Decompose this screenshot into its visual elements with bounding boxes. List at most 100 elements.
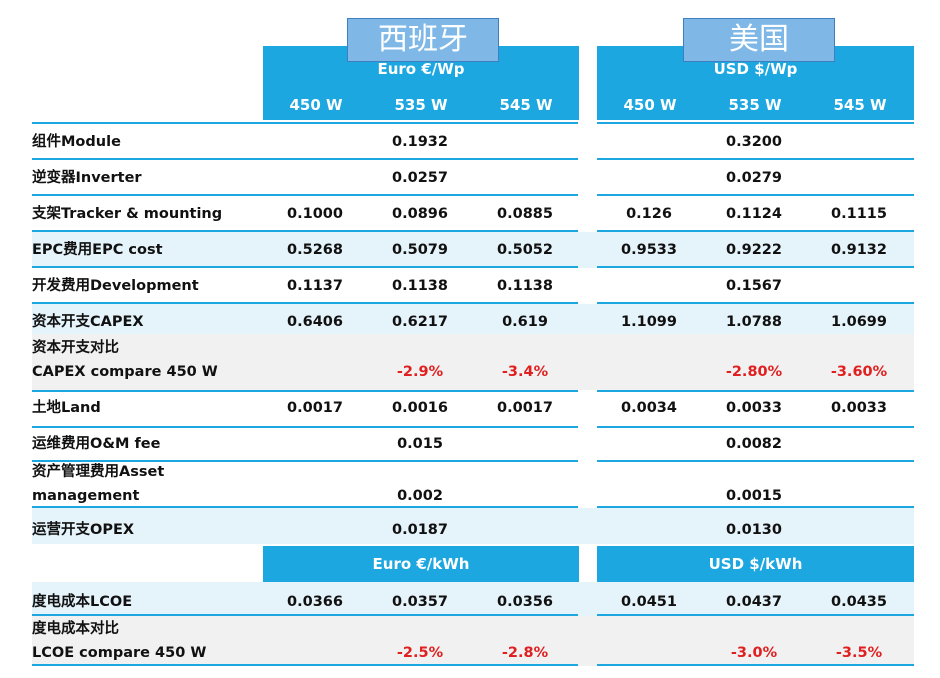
table-row-asset-management: 资产管理费用Asset management 0.002 0.0015 [32, 460, 914, 506]
spain-545-cell: 0.0885 [497, 206, 553, 222]
usa-535-cell: 0.3200 [726, 134, 782, 150]
table-row-inverter: 逆变器Inverter 0.0257 0.0279 [32, 166, 914, 190]
usa-535-cell: 1.0788 [726, 314, 782, 330]
row-band [32, 304, 914, 334]
spain-535-cell: 0.5079 [392, 242, 448, 258]
spain-unit: Euro €/Wp [377, 60, 465, 78]
row-divider [32, 614, 578, 616]
usa-header: USD $/Wp 450 W 535 W 545 W [597, 46, 914, 120]
row-divider [597, 506, 914, 508]
table-row-epc: EPC费用EPC cost 0.5268 0.5079 0.5052 0.953… [32, 238, 914, 262]
usa-535-cell: -3.0% [730, 645, 778, 661]
usa-watt-450: 450 W [623, 96, 677, 114]
spain-535-cell: 0.015 [397, 436, 443, 452]
row-divider [32, 390, 578, 392]
spain-545-cell: 0.619 [502, 314, 548, 330]
usa-535-cell: 0.0279 [726, 170, 782, 186]
row-divider [32, 506, 578, 508]
row-divider [597, 266, 914, 268]
table-row-capex: 资本开支CAPEX 0.6406 0.6217 0.619 1.1099 1.0… [32, 310, 914, 334]
row-divider [32, 460, 578, 462]
usa-545-cell: 0.9132 [831, 242, 887, 258]
row-divider [32, 122, 578, 124]
usa-watt-535: 535 W [728, 96, 782, 114]
spain-535-cell: 0.6217 [392, 314, 448, 330]
spain-535-cell: 0.0016 [392, 400, 448, 416]
spain-545-cell: -3.4% [501, 364, 549, 380]
usa-450-cell: 0.9533 [621, 242, 677, 258]
usa-watt-545: 545 W [833, 96, 887, 114]
row-divider [597, 158, 914, 160]
row-label-line1: 度电成本对比 [32, 621, 119, 637]
usa-545-cell: 1.0699 [831, 314, 887, 330]
row-label-line1: 资产管理费用Asset [32, 464, 165, 480]
table-row-opex: 运营开支OPEX 0.0187 0.0130 [32, 518, 914, 542]
table-row-lcoe-compare: 度电成本对比 LCOE compare 450 W -2.5% -2.8% -3… [32, 617, 914, 665]
usa-535-cell: 0.0437 [726, 594, 782, 610]
row-divider [32, 158, 578, 160]
usa-lcoe-unit: USD $/kWh [597, 546, 914, 582]
spain-535-cell: 0.0187 [392, 522, 448, 538]
table-row-development: 开发费用Development 0.1137 0.1138 0.1138 0.1… [32, 274, 914, 298]
row-label: 资本开支CAPEX [32, 314, 144, 330]
spain-watt-450: 450 W [289, 96, 343, 114]
usa-545-cell: -3.5% [835, 645, 883, 661]
usa-535-cell: 0.0130 [726, 522, 782, 538]
row-divider [597, 426, 914, 428]
row-divider [597, 460, 914, 462]
usa-535-cell: 0.0015 [726, 488, 782, 504]
spain-545-cell: -2.8% [501, 645, 549, 661]
table-row-land: 土地Land 0.0017 0.0016 0.0017 0.0034 0.003… [32, 396, 914, 420]
row-label-line2: LCOE compare 450 W [32, 645, 207, 661]
usa-545-cell: 0.0435 [831, 594, 887, 610]
row-divider [32, 302, 578, 304]
usa-450-cell: 0.0451 [621, 594, 677, 610]
row-divider [597, 664, 914, 666]
usa-country-label: 美国 [683, 18, 835, 62]
row-label-line1: 资本开支对比 [32, 340, 119, 356]
spain-450-cell: 0.1137 [287, 278, 343, 294]
row-label-line2: management [32, 488, 140, 504]
row-label: 运维费用O&M fee [32, 436, 161, 452]
spain-watt-535: 535 W [394, 96, 448, 114]
spain-lcoe-unit: Euro €/kWh [263, 546, 579, 582]
table-row-module: 组件Module 0.1932 0.3200 [32, 130, 914, 154]
spain-535-cell: 0.1932 [392, 134, 448, 150]
row-divider [597, 302, 914, 304]
usa-450-cell: 1.1099 [621, 314, 677, 330]
row-label: 度电成本LCOE [32, 594, 133, 610]
spain-535-cell: -2.5% [396, 645, 444, 661]
spain-450-cell: 0.5268 [287, 242, 343, 258]
row-divider [32, 266, 578, 268]
table-row-lcoe: 度电成本LCOE 0.0366 0.0357 0.0356 0.0451 0.0… [32, 590, 914, 614]
table-row-om: 运维费用O&M fee 0.015 0.0082 [32, 432, 914, 456]
spain-545-cell: 0.0356 [497, 594, 553, 610]
spain-450-cell: 0.6406 [287, 314, 343, 330]
table-row-tracker: 支架Tracker & mounting 0.1000 0.0896 0.088… [32, 202, 914, 226]
table-row-capex-compare: 资本开支对比 CAPEX compare 450 W -2.9% -3.4% -… [32, 336, 914, 386]
spain-535-cell: 0.002 [397, 488, 443, 504]
spain-450-cell: 0.0366 [287, 594, 343, 610]
row-divider [597, 122, 914, 124]
row-divider [597, 614, 914, 616]
usa-535-cell: 0.0033 [726, 400, 782, 416]
row-label: 土地Land [32, 400, 101, 416]
spain-535-cell: -2.9% [396, 364, 444, 380]
row-label: 组件Module [32, 134, 121, 150]
row-label-line2: CAPEX compare 450 W [32, 364, 218, 380]
row-label: 逆变器Inverter [32, 170, 142, 186]
row-label: 运营开支OPEX [32, 522, 135, 538]
row-divider [597, 230, 914, 232]
spain-545-cell: 0.0017 [497, 400, 553, 416]
spain-535-cell: 0.0257 [392, 170, 448, 186]
row-band [32, 616, 914, 666]
spain-watt-545: 545 W [499, 96, 553, 114]
spain-535-cell: 0.0357 [392, 594, 448, 610]
usa-535-cell: 0.9222 [726, 242, 782, 258]
usa-535-cell: 0.0082 [726, 436, 782, 452]
row-divider [597, 194, 914, 196]
row-divider [32, 426, 578, 428]
spain-country-label: 西班牙 [347, 18, 499, 62]
spain-545-cell: 0.5052 [497, 242, 553, 258]
spain-535-cell: 0.0896 [392, 206, 448, 222]
